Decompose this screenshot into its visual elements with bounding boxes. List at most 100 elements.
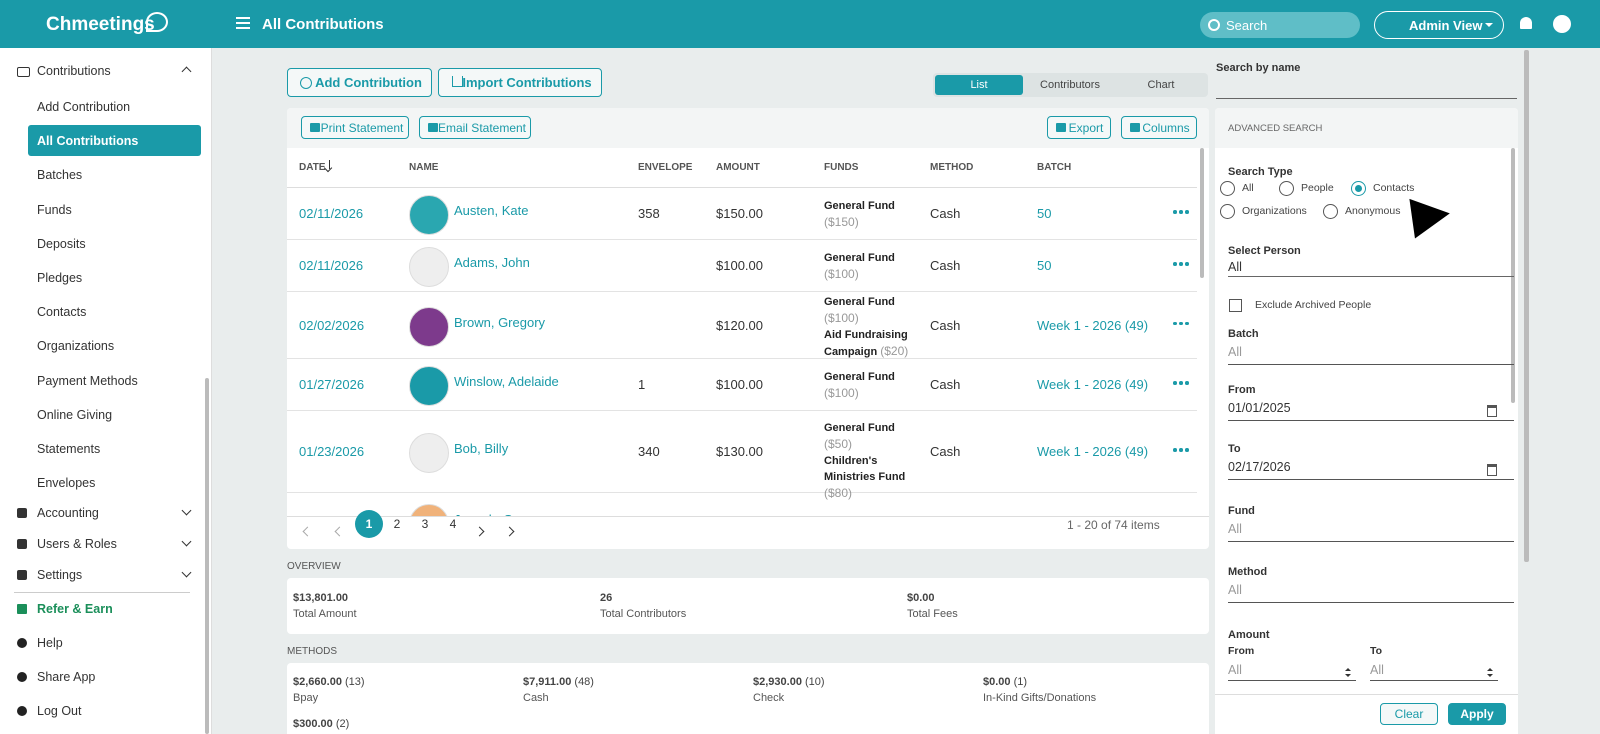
date[interactable]: 01/13/2026 bbox=[299, 515, 364, 516]
email-statement-button[interactable]: Email Statement bbox=[419, 116, 531, 139]
page-number[interactable]: 1 bbox=[355, 510, 383, 538]
field-input[interactable]: 02/17/2026 bbox=[1228, 460, 1514, 480]
batch[interactable]: 50 bbox=[1037, 206, 1052, 221]
method-amount: $300.00 bbox=[293, 718, 333, 730]
sidebar-item[interactable]: Payment Methods bbox=[37, 373, 138, 388]
method-value: $300.00 (2) bbox=[293, 718, 349, 730]
sidebar-item[interactable]: Funds bbox=[37, 202, 72, 217]
sidebar-group[interactable]: Settings bbox=[37, 568, 83, 582]
admin-view[interactable]: Admin View bbox=[1374, 11, 1504, 39]
sidebar-group[interactable]: Accounting bbox=[37, 506, 99, 520]
date[interactable]: 02/11/2026 bbox=[299, 206, 364, 221]
add-contribution-button[interactable]: Add Contribution bbox=[287, 68, 432, 97]
field-input[interactable]: All bbox=[1228, 522, 1514, 542]
group-icon bbox=[17, 539, 27, 549]
batch[interactable]: Week 1 - 2026 (49) bbox=[1037, 317, 1149, 333]
field-label: Batch bbox=[1228, 328, 1259, 340]
sidebar-item[interactable]: Envelopes bbox=[37, 476, 96, 491]
sidebar-footer-item[interactable]: Share App bbox=[37, 670, 96, 684]
view-option[interactable]: Contributors bbox=[1040, 79, 1100, 91]
date[interactable]: 02/11/2026 bbox=[299, 258, 364, 273]
radio-label[interactable]: Anonymous bbox=[1345, 205, 1401, 217]
sidebar-item[interactable]: Deposits bbox=[37, 236, 86, 251]
more-actions[interactable] bbox=[1173, 321, 1189, 328]
table-row[interactable]: 02/11/2026 Austen, Kate 358 $150.00 General … bbox=[287, 188, 1197, 240]
sidebar-group[interactable]: Users & Roles bbox=[37, 537, 117, 551]
radio-label[interactable]: Organizations bbox=[1242, 205, 1307, 217]
radio[interactable] bbox=[1220, 204, 1235, 219]
sidebar-item[interactable]: Pledges bbox=[37, 271, 83, 285]
radio[interactable] bbox=[1323, 204, 1338, 219]
date[interactable]: 02/02/2026 bbox=[299, 317, 365, 333]
sidebar-item[interactable]: Organizations bbox=[37, 339, 115, 354]
view-option[interactable]: Chart bbox=[1147, 79, 1175, 91]
field-input[interactable]: All bbox=[1228, 345, 1514, 365]
columns-button[interactable]: Columns bbox=[1121, 116, 1197, 139]
field-input[interactable]: 01/01/2025 bbox=[1228, 401, 1514, 421]
table-row[interactable]: 01/27/2026 Winslow, Adelaide 1 $100.00 Gener… bbox=[287, 359, 1197, 411]
name[interactable]: Winslow, Adelaide bbox=[454, 374, 559, 389]
sidebar-footer-item[interactable]: Log Out bbox=[37, 704, 82, 718]
import-button[interactable]: Import Contributions bbox=[438, 68, 602, 97]
admin-text: Admin View bbox=[1409, 18, 1483, 33]
checkbox[interactable] bbox=[1229, 299, 1242, 312]
column-header[interactable]: DATE bbox=[299, 162, 326, 173]
print-statement-button[interactable]: Print Statement bbox=[301, 116, 409, 139]
batch[interactable]: Week 1 - 2026 (49) bbox=[1037, 377, 1149, 392]
sidebar-item[interactable]: Statements bbox=[37, 442, 101, 456]
first-page[interactable] bbox=[302, 526, 313, 537]
table-row[interactable]: 01/23/2026 Bob, Billy 340 $130.00 General Fu… bbox=[287, 411, 1197, 500]
prev-page[interactable] bbox=[334, 526, 345, 537]
page-number[interactable]: 4 bbox=[449, 517, 457, 531]
sidebar-item[interactable]: Add Contribution bbox=[37, 100, 131, 114]
more-actions[interactable] bbox=[1173, 262, 1189, 268]
radio[interactable] bbox=[1220, 181, 1235, 196]
name[interactable]: Joseph, George bbox=[454, 512, 547, 516]
field-input[interactable]: All bbox=[1228, 583, 1514, 603]
menu-icon[interactable] bbox=[236, 17, 250, 29]
date[interactable]: 01/27/2026 bbox=[299, 377, 365, 392]
page-number[interactable]: 2 bbox=[393, 517, 401, 531]
date[interactable]: 01/23/2026 bbox=[299, 444, 365, 459]
sidebar-item[interactable]: All Contributions bbox=[37, 134, 139, 149]
apply-button[interactable]: Apply bbox=[1448, 703, 1506, 725]
refer-earn[interactable]: Refer & Earn bbox=[37, 602, 113, 616]
amount-to-input[interactable]: All bbox=[1370, 663, 1498, 681]
table-row[interactable]: 01/13/2026Joseph, George20$50.00General … bbox=[287, 493, 1197, 516]
table-row[interactable]: 02/02/2026 Brown, Gregory $120.00 General F… bbox=[287, 292, 1197, 359]
radio-label[interactable]: Contacts bbox=[1373, 182, 1415, 194]
search-by-name-input[interactable] bbox=[1216, 98, 1517, 99]
bell[interactable] bbox=[1520, 17, 1532, 29]
sidebar-item[interactable]: Batches bbox=[37, 168, 83, 183]
sidebar-footer-item[interactable]: Help bbox=[37, 636, 63, 650]
radio[interactable] bbox=[1279, 181, 1294, 196]
amount-from-input[interactable]: All bbox=[1228, 663, 1356, 681]
table-row[interactable]: 02/11/2026 Adams, John $100.00 General Fund… bbox=[287, 240, 1197, 292]
more-actions[interactable] bbox=[1173, 210, 1189, 216]
batch[interactable]: 50 bbox=[1037, 258, 1052, 273]
view-option[interactable]: List bbox=[970, 79, 988, 91]
export-button[interactable]: Export bbox=[1047, 116, 1111, 139]
search-box[interactable]: Search bbox=[1200, 12, 1360, 38]
more-actions[interactable] bbox=[1173, 448, 1189, 454]
name[interactable]: Adams, John bbox=[454, 255, 530, 270]
name[interactable]: Austen, Kate bbox=[454, 203, 529, 218]
sidebar-item[interactable]: Contacts bbox=[37, 305, 87, 320]
radio-label[interactable]: People bbox=[1301, 182, 1334, 194]
select-person-value[interactable]: All bbox=[1228, 260, 1514, 277]
last-page[interactable] bbox=[504, 526, 515, 537]
next-page[interactable] bbox=[474, 526, 485, 537]
batch[interactable]: Week 1 - 2026 (49) bbox=[1037, 444, 1149, 459]
name[interactable]: Bob, Billy bbox=[454, 441, 509, 456]
fund-amount: ($50) bbox=[824, 437, 853, 451]
sidebar-section[interactable]: Contributions bbox=[37, 64, 111, 78]
radio-label[interactable]: All bbox=[1242, 182, 1254, 194]
sidebar-item[interactable]: Online Giving bbox=[37, 407, 113, 422]
radio[interactable] bbox=[1351, 181, 1366, 196]
name[interactable]: Brown, Gregory bbox=[454, 314, 546, 330]
help[interactable] bbox=[1553, 15, 1571, 33]
batch[interactable]: Week 1 - 2026 (49) bbox=[1037, 515, 1148, 516]
more-actions[interactable] bbox=[1173, 381, 1189, 387]
page-number[interactable]: 3 bbox=[421, 517, 429, 531]
clear-button[interactable]: Clear bbox=[1380, 703, 1438, 725]
